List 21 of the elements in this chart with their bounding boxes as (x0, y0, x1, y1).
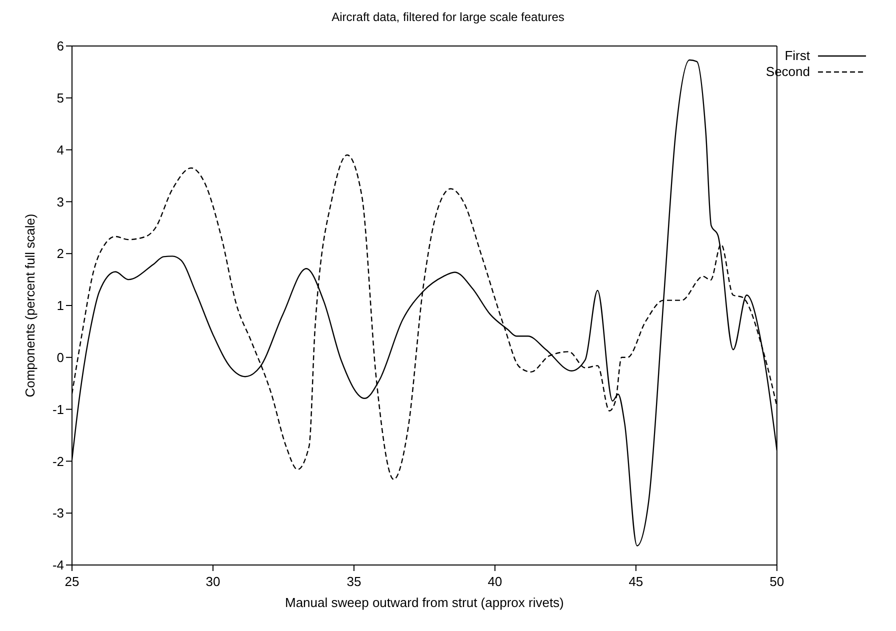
y-tick-label: 0 (56, 350, 64, 366)
x-tick-label: 40 (488, 574, 502, 590)
x-tick-label: 35 (346, 574, 362, 590)
x-axis-title: Manual sweep outward from strut (approx rivets) (285, 595, 564, 610)
x-tick-label: 45 (628, 574, 644, 590)
y-tick-label: 4 (56, 142, 64, 158)
y-tick-label: -1 (52, 402, 64, 417)
y-tick-label: 3 (56, 194, 64, 210)
y-tick-label: 6 (56, 38, 64, 54)
y-tick-label: -4 (52, 558, 64, 573)
y-axis-title: Components (percent full scale) (22, 214, 38, 398)
x-tick-label: 30 (206, 574, 220, 590)
y-tick-label: -3 (52, 506, 64, 521)
x-tick-label: 25 (64, 574, 80, 590)
y-tick-label: 1 (56, 298, 64, 314)
y-tick-label: -2 (52, 454, 64, 469)
x-tick-label: 50 (770, 574, 784, 590)
legend-label: First (784, 48, 810, 64)
chart-title: Aircraft data, filtered for large scale features (330, 10, 566, 24)
y-tick-label: 2 (56, 246, 64, 262)
y-tick-label: 5 (56, 90, 64, 106)
